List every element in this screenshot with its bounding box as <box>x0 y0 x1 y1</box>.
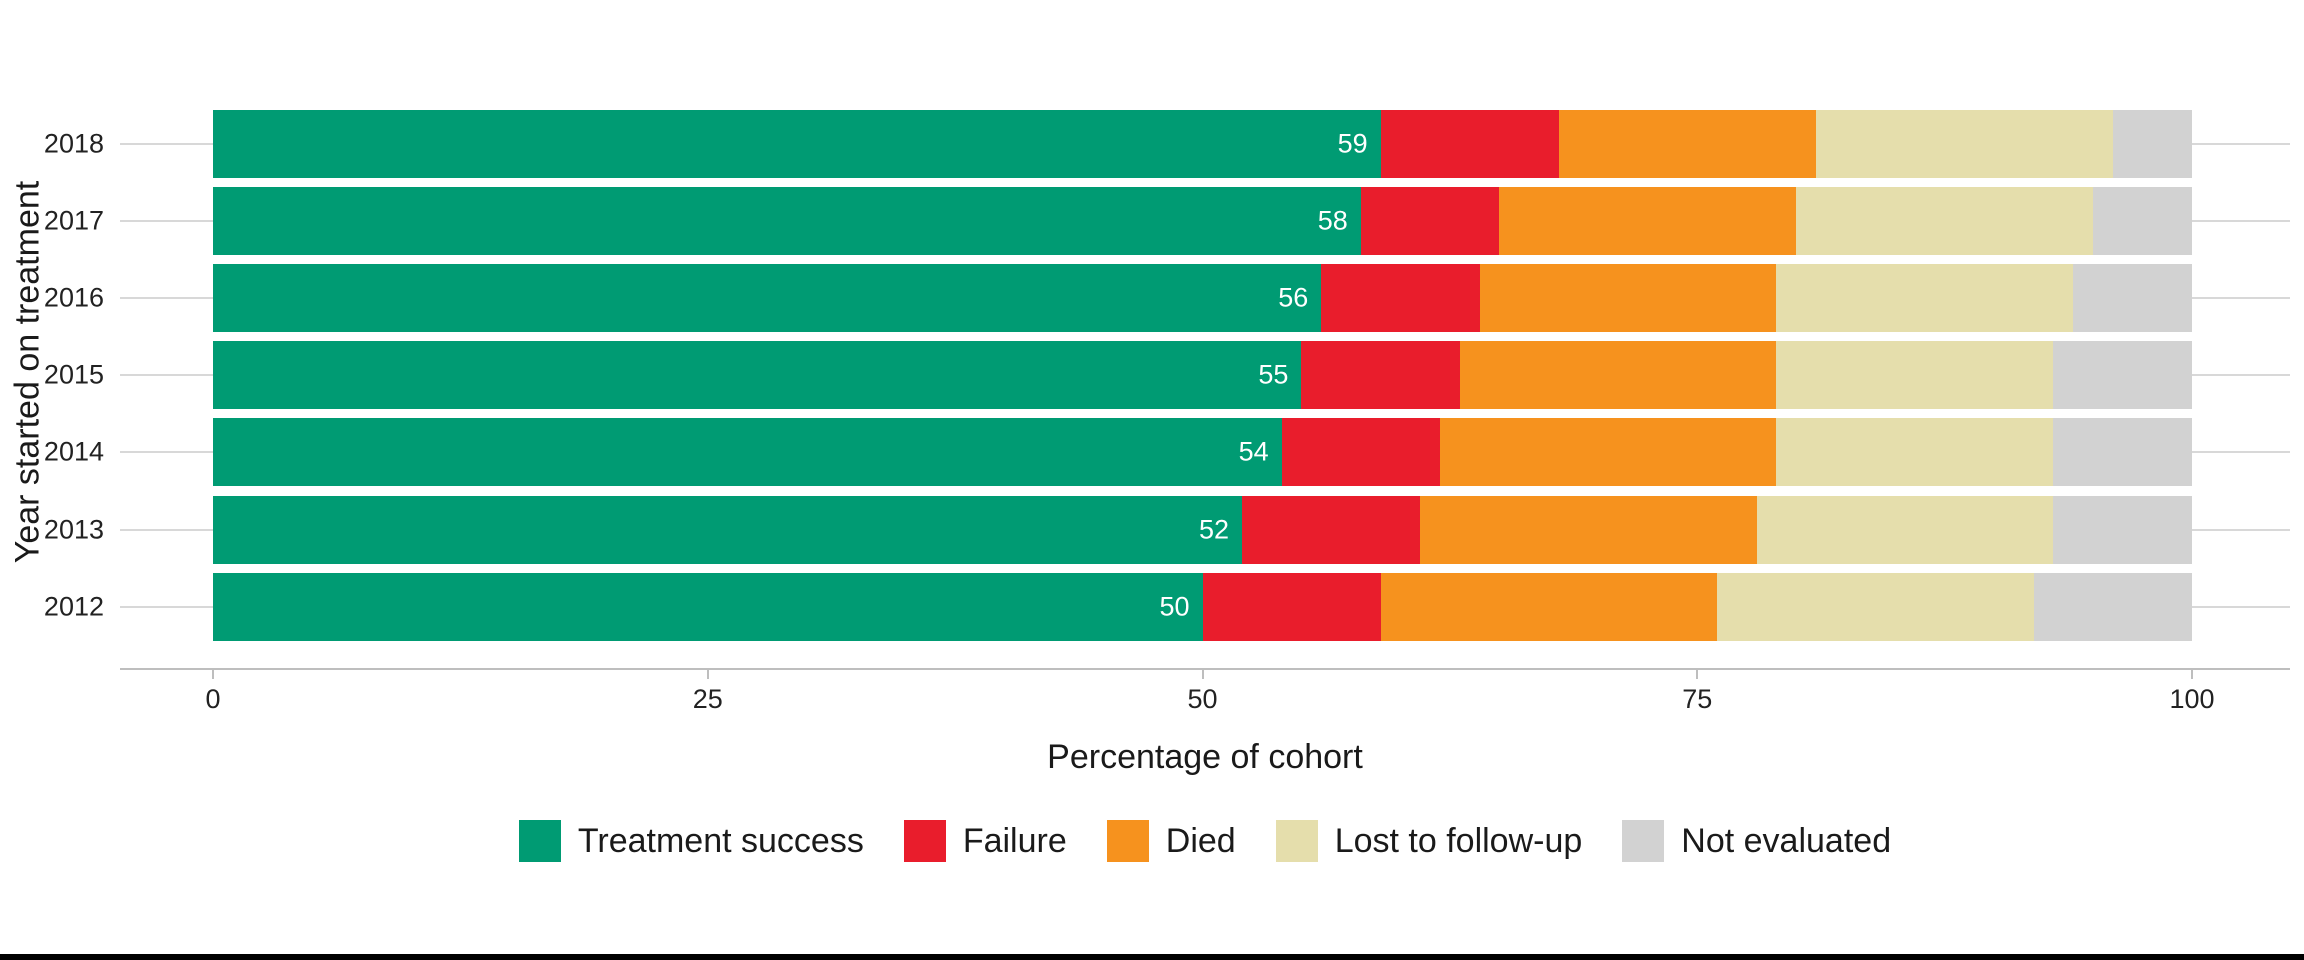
legend-swatch-treatment-success <box>518 820 561 862</box>
legend-label: Lost to follow-up <box>1334 821 1583 860</box>
legend-item-treatment-success: Treatment success <box>518 820 864 862</box>
x-tick-mark <box>212 670 214 679</box>
bar-segment-failure <box>1321 264 1480 332</box>
bar-value-label: 54 <box>1238 436 1269 467</box>
bar-segment-failure <box>1380 109 1559 178</box>
y-tick-label: 2018 <box>43 128 104 159</box>
bar-segment-treatment-success <box>213 418 1282 487</box>
bar-value-label: 58 <box>1317 205 1348 236</box>
legend-item-died: Died <box>1106 820 1236 862</box>
bar-segment-died <box>1420 495 1757 564</box>
legend-swatch-died <box>1106 820 1149 862</box>
bar-segment-lost-to-follow-up <box>1776 418 2054 487</box>
bar-segment-not-evaluated <box>2053 495 2192 564</box>
x-tick-label: 50 <box>1187 684 1218 714</box>
x-tick-label: 75 <box>1682 684 1713 714</box>
bar-segment-not-evaluated <box>2033 572 2192 641</box>
bar-value-label: 55 <box>1258 359 1289 390</box>
y-tick-label: 2014 <box>43 436 104 467</box>
bar-value-label: 59 <box>1337 128 1368 159</box>
bar-segment-failure <box>1301 341 1460 410</box>
bar-segment-lost-to-follow-up <box>1815 109 2113 178</box>
x-tick-mark <box>706 670 709 679</box>
bar-segment-died <box>1499 186 1797 255</box>
bar-segment-died <box>1479 264 1777 332</box>
x-axis-line <box>120 668 2290 670</box>
bar-segment-lost-to-follow-up <box>1756 495 2054 564</box>
bar-segment-not-evaluated <box>2112 109 2192 178</box>
bar-segment-lost-to-follow-up <box>1776 341 2054 410</box>
bar-segment-failure <box>1242 495 1421 564</box>
y-tick-label: 2017 <box>43 205 104 236</box>
legend: Treatment success Failure Died Lost to foll… <box>120 818 2290 864</box>
bar-segment-died <box>1380 572 1718 641</box>
legend-item-failure: Failure <box>903 820 1067 862</box>
bar-segment-died <box>1459 341 1777 410</box>
y-tick-label: 2013 <box>43 514 104 545</box>
x-tick-mark <box>2191 670 2193 679</box>
bar-segment-lost-to-follow-up <box>1776 264 2074 332</box>
x-tick-label: 25 <box>692 684 723 714</box>
window-bottom-edge <box>0 954 2304 960</box>
x-tick-label: 0 <box>205 684 221 714</box>
bar-value-label: 52 <box>1199 514 1230 545</box>
x-axis-title: Percentage of cohort <box>1047 738 1363 776</box>
y-tick-label: 2016 <box>43 282 104 313</box>
bar-segment-treatment-success <box>213 495 1243 564</box>
x-tick-mark <box>1201 670 1204 679</box>
bar-segment-not-evaluated <box>2053 341 2192 410</box>
bar-segment-treatment-success <box>213 341 1302 410</box>
bar-segment-treatment-success <box>213 572 1203 641</box>
bar-segment-failure <box>1202 572 1381 641</box>
bar-segment-not-evaluated <box>2053 418 2192 487</box>
legend-label: Failure <box>962 821 1067 860</box>
bar-segment-not-evaluated <box>2073 264 2192 332</box>
bar-segment-treatment-success <box>213 109 1381 178</box>
bar-segment-died <box>1439 418 1777 487</box>
bar-segment-died <box>1558 109 1816 178</box>
x-tick-mark <box>1696 670 1699 679</box>
bar-value-label: 50 <box>1159 591 1190 622</box>
bar-segment-treatment-success <box>213 186 1361 255</box>
bar-segment-failure <box>1281 418 1440 487</box>
y-tick-label: 2015 <box>43 359 104 390</box>
legend-label: Not evaluated <box>1681 821 1892 860</box>
y-tick-label: 2012 <box>43 591 104 622</box>
legend-label: Treatment success <box>577 821 864 860</box>
bar-value-label: 56 <box>1278 282 1309 313</box>
bar-segment-not-evaluated <box>2093 186 2192 255</box>
x-tick-label: 100 <box>2169 684 2215 714</box>
legend-swatch-not-evaluated <box>1622 820 1665 862</box>
bar-segment-failure <box>1360 186 1500 255</box>
legend-swatch-failure <box>903 820 946 862</box>
legend-swatch-lost-to-follow-up <box>1275 820 1318 862</box>
bar-segment-treatment-success <box>213 264 1322 332</box>
legend-label: Died <box>1165 821 1236 860</box>
legend-item-lost-to-follow-up: Lost to follow-up <box>1275 820 1583 862</box>
bar-segment-lost-to-follow-up <box>1796 186 2094 255</box>
bar-segment-lost-to-follow-up <box>1717 572 2034 641</box>
legend-item-not-evaluated: Not evaluated <box>1622 820 1891 862</box>
